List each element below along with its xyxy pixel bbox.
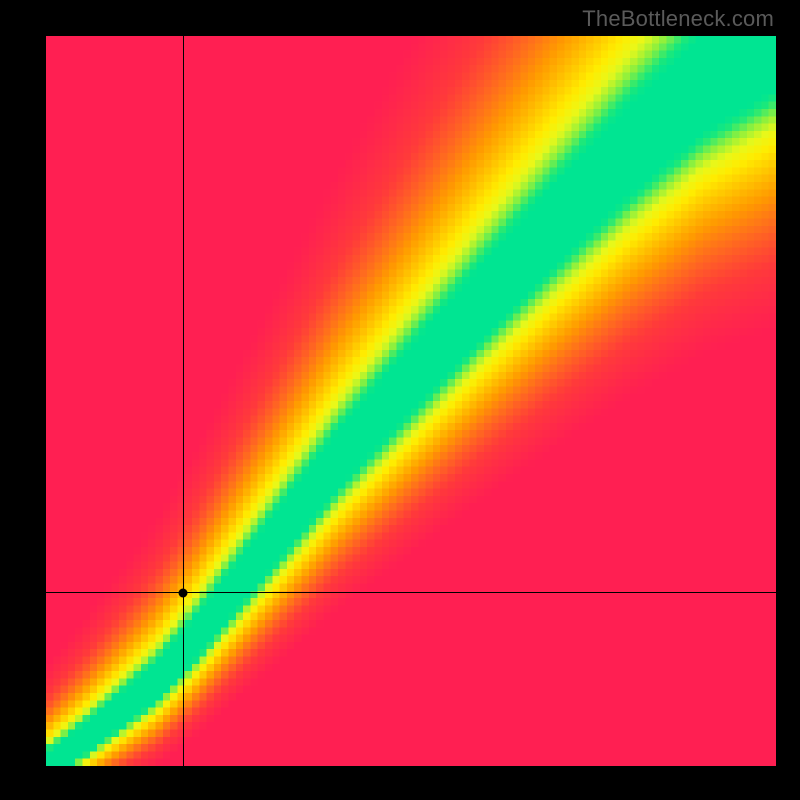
crosshair-vertical [183,36,184,766]
crosshair-horizontal [46,592,776,593]
chart-container: { "watermark": { "text": "TheBottleneck.… [0,0,800,800]
watermark-text: TheBottleneck.com [582,6,774,32]
bottleneck-heatmap [46,36,776,766]
crosshair-dot [179,588,188,597]
